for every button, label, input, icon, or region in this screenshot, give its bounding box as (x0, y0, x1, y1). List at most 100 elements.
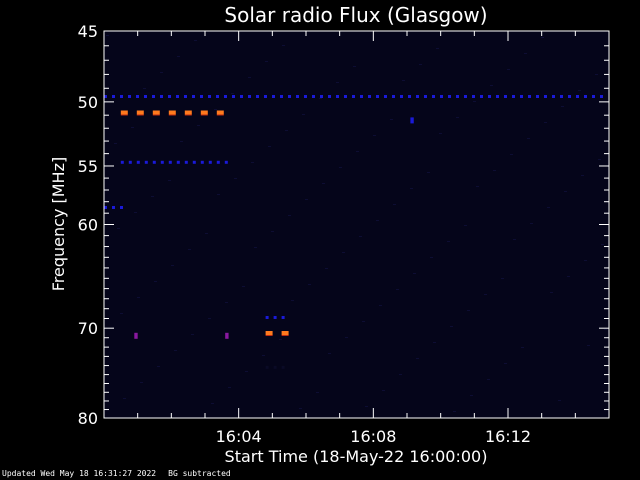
texture-speck (581, 175, 584, 176)
feature-segment (256, 95, 259, 98)
texture-speck (151, 196, 154, 197)
feature-segment (240, 95, 243, 98)
feature-segment (224, 95, 227, 98)
feature-segment (552, 95, 555, 98)
feature-segment (216, 95, 219, 98)
feature-segment (400, 95, 403, 98)
texture-speck (399, 374, 402, 375)
texture-speck (376, 220, 379, 221)
texture-speck (174, 350, 177, 351)
texture-speck (342, 252, 345, 253)
texture-speck (197, 125, 200, 126)
feature-segment (272, 95, 275, 98)
feature-segment (544, 95, 547, 98)
feature-segment (296, 95, 299, 98)
feature-segment (184, 95, 187, 98)
texture-speck (345, 337, 348, 338)
feature-segment (281, 365, 285, 369)
feature-segment (281, 331, 289, 335)
texture-speck (507, 69, 510, 70)
texture-speck (447, 241, 450, 242)
texture-speck (467, 310, 470, 311)
texture-speck (527, 138, 530, 139)
texture-speck (356, 151, 359, 152)
texture-speck (430, 257, 433, 258)
feature-segment (528, 95, 531, 98)
texture-speck (177, 56, 180, 57)
texture-speck (305, 199, 308, 200)
y-tick-label: 60 (78, 216, 98, 235)
y-tick-label: 45 (78, 22, 98, 41)
texture-speck (154, 281, 157, 282)
texture-speck (288, 215, 291, 216)
background-texture (106, 35, 607, 412)
feature-segment (192, 160, 196, 164)
texture-speck (427, 172, 430, 173)
feature-segment (184, 160, 188, 164)
feature-glow (200, 114, 208, 116)
texture-speck (564, 191, 567, 192)
texture-speck (493, 170, 496, 171)
feature-segment (265, 331, 273, 335)
texture-speck (180, 141, 183, 142)
feature-segment (488, 95, 491, 98)
feature-segment (273, 316, 277, 319)
feature-segment (416, 95, 419, 98)
feature-segment (392, 95, 395, 98)
feature-segment (560, 95, 563, 98)
texture-speck (106, 35, 109, 36)
feature-segment (120, 110, 128, 115)
feature-segment (224, 160, 228, 164)
feature-spot (410, 117, 414, 124)
texture-speck (302, 114, 305, 115)
texture-speck (336, 82, 339, 83)
texture-speck (225, 302, 228, 303)
feature-burst-68.9 (265, 316, 285, 319)
feature-segment (480, 95, 483, 98)
texture-speck (285, 130, 288, 131)
texture-speck (117, 228, 120, 229)
texture-speck (322, 183, 325, 184)
feature-segment (288, 95, 291, 98)
texture-speck (379, 305, 382, 306)
feature-segment (112, 206, 115, 209)
texture-speck (299, 408, 302, 409)
texture-speck (524, 53, 527, 54)
texture-speck (168, 180, 171, 181)
feature-segment (504, 95, 507, 98)
feature-segment (152, 110, 160, 115)
feature-segment (120, 206, 123, 209)
feature-segment (273, 365, 277, 369)
texture-speck (382, 390, 385, 391)
feature-segment (144, 95, 147, 98)
texture-speck (114, 143, 117, 144)
feature-segment (576, 95, 579, 98)
updated-timestamp: Updated Wed May 18 16:31:27 2022 (2, 469, 157, 478)
texture-speck (217, 194, 220, 195)
y-tick-label: 50 (78, 93, 98, 112)
texture-speck (194, 40, 197, 41)
texture-speck (416, 358, 419, 359)
texture-speck (137, 297, 140, 298)
feature-segment (112, 95, 115, 98)
texture-speck (291, 300, 294, 301)
texture-speck (282, 45, 285, 46)
x-axis-label: Start Time (18-May-22 16:00:00) (225, 447, 488, 466)
feature-segment (584, 95, 587, 98)
texture-speck (234, 178, 237, 179)
spectral-features (104, 95, 603, 369)
texture-speck (316, 392, 319, 393)
texture-speck (268, 146, 271, 147)
feature-segment (248, 95, 251, 98)
feature-segment (136, 110, 144, 115)
texture-speck (504, 363, 507, 364)
texture-speck (143, 88, 146, 89)
feature-segment (136, 160, 140, 164)
feature-segment (232, 95, 235, 98)
texture-speck (521, 347, 524, 348)
feature-segment (408, 95, 411, 98)
texture-speck (339, 167, 342, 168)
texture-speck (487, 379, 490, 380)
feature-segment (176, 160, 180, 164)
